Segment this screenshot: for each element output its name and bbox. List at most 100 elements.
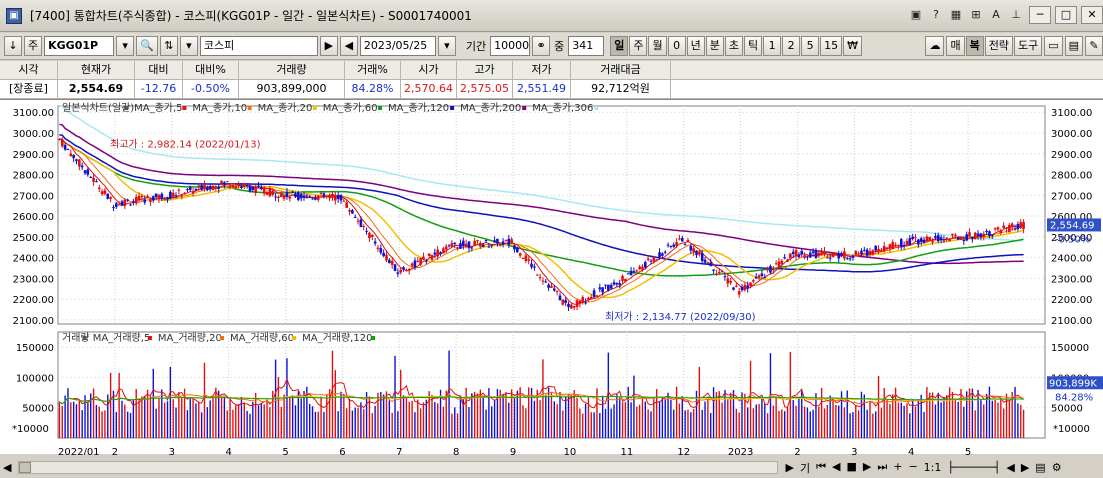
folder-icon[interactable]: ▭	[1044, 36, 1063, 56]
right-toolbar-button[interactable]: 도구	[1013, 36, 1043, 56]
right-toolbar-button[interactable]: 전략	[984, 36, 1013, 56]
code-input[interactable]: KGG01P	[44, 36, 115, 56]
candle-body	[223, 182, 226, 185]
close-button[interactable]: ✕	[1081, 6, 1103, 24]
chart-svg[interactable]: 3100.00 3100.00 3000.00 3000.00 2900.00 2900.…	[0, 100, 1103, 458]
stock-name-field[interactable]: 코스피	[199, 36, 318, 56]
current-volume-tag	[1047, 376, 1103, 390]
list-dropdown-icon[interactable]: ▾	[179, 36, 198, 56]
chart-area[interactable]: 3100.00 3100.00 3000.00 3000.00 2900.00 2900.…	[0, 99, 1103, 458]
tree-icon[interactable]: ⊞	[971, 8, 981, 21]
count-input[interactable]: 341	[568, 36, 605, 56]
candle-body	[598, 287, 602, 290]
maximize-button[interactable]: □	[1055, 6, 1077, 24]
market-button[interactable]: 주	[24, 36, 43, 56]
interval-button[interactable]: 년	[686, 36, 705, 56]
search-icon[interactable]: 🔍	[136, 36, 158, 56]
candle-body	[66, 149, 70, 151]
candle-body	[820, 251, 823, 255]
horizontal-scrollbar[interactable]	[18, 461, 778, 474]
volume-legend-item: MA_거래량,60	[230, 332, 294, 344]
nav-button[interactable]: −	[908, 459, 918, 473]
candle-body	[282, 195, 286, 199]
nav-button[interactable]: ⏭	[877, 459, 888, 473]
date-input[interactable]: 2023/05/25	[359, 36, 436, 56]
candle-body	[638, 266, 641, 270]
candle-body	[899, 239, 903, 248]
cloud-icon[interactable]: ☁	[925, 36, 945, 56]
candle-body	[934, 235, 937, 238]
interval-button[interactable]: 1	[763, 36, 782, 56]
nav-button[interactable]: ■	[846, 459, 857, 473]
nav-button[interactable]: ⏮	[816, 459, 826, 473]
interval-button[interactable]: 15	[820, 36, 843, 56]
candle-body	[877, 248, 880, 252]
date-dropdown-icon[interactable]: ▾	[437, 36, 456, 56]
scroll-end-right-icon[interactable]: ▶	[1020, 461, 1030, 474]
link-icon[interactable]: ⚭	[532, 36, 551, 56]
candle-body	[780, 260, 784, 264]
scroll-right-icon[interactable]: ▶	[785, 461, 794, 474]
quote-value-cell: -0.50%	[183, 80, 239, 98]
interval-button[interactable]: 2	[782, 36, 801, 56]
quote-header-cell: 거래%	[345, 61, 401, 79]
prev-button[interactable]: ◀	[339, 36, 358, 56]
right-toolbar-button[interactable]: 매	[946, 36, 965, 56]
candle-body	[63, 144, 67, 150]
candle-body	[1010, 223, 1014, 228]
interval-button[interactable]: 초	[724, 36, 743, 56]
minimize-button[interactable]: ─	[1029, 6, 1051, 24]
candle-body	[262, 188, 266, 194]
interval-button[interactable]: 주	[629, 36, 648, 56]
interval-button[interactable]: 월	[648, 36, 667, 56]
interval-button[interactable]: 0	[667, 36, 686, 56]
next-button[interactable]: ▶	[319, 36, 338, 56]
pin-icon[interactable]: ⊥	[1011, 8, 1021, 21]
settings-icon[interactable]: ✎	[1085, 36, 1103, 56]
right-toolbar-button[interactable]: 복	[965, 36, 984, 56]
candle-body	[786, 259, 789, 262]
candle-body	[717, 271, 721, 273]
interval-button[interactable]: 5	[801, 36, 820, 56]
interval-button[interactable]: 틱	[743, 36, 763, 56]
scroll-left-icon[interactable]: ◀	[3, 461, 12, 474]
candle-body	[336, 194, 340, 200]
nav-button[interactable]: +	[893, 459, 903, 473]
grid-icon[interactable]: ▦	[950, 8, 962, 21]
font-icon[interactable]: A	[992, 8, 1000, 21]
candle-body	[564, 300, 567, 303]
candle-body	[83, 170, 87, 174]
candle-body	[476, 240, 479, 242]
window-title: [7400] 통합차트(주식종합) - 코스피(KGG01P - 일간 - 일본…	[30, 9, 472, 23]
config-icon[interactable]: ⚙	[1051, 461, 1062, 474]
scroll-thumb[interactable]	[19, 462, 31, 473]
scroll-end-left-icon[interactable]: ◀	[1006, 461, 1015, 474]
candle-body	[990, 234, 994, 236]
period-input[interactable]: 10000	[490, 36, 531, 56]
nav-button[interactable]: ◀	[831, 459, 841, 473]
candle-body	[58, 138, 61, 140]
interval-button[interactable]: 일	[610, 36, 629, 56]
vol-tick-left: 50000	[22, 404, 54, 415]
x-tick: 3	[169, 447, 175, 455]
quote-header-cell: 거래량	[239, 61, 345, 79]
candle-body	[954, 234, 957, 236]
nav-button[interactable]: ▶	[862, 459, 872, 473]
candle-body	[436, 249, 439, 257]
print-icon[interactable]: ▤	[1035, 461, 1046, 474]
vol-tick-left: 150000	[16, 343, 54, 354]
interval-button[interactable]: ₩	[843, 36, 862, 56]
help-icon[interactable]: ?	[933, 8, 939, 21]
candle-body	[973, 232, 977, 240]
code-dropdown-icon[interactable]: ▾	[116, 36, 135, 56]
nav-button[interactable]: 기	[799, 461, 811, 475]
save-icon[interactable]: ▤	[1064, 36, 1083, 56]
arrow-down-button[interactable]: ↓	[4, 36, 22, 56]
ma200-line	[59, 123, 1024, 265]
zoom-slider[interactable]: ├──────┤	[947, 461, 1001, 474]
image-icon[interactable]: ▣	[910, 8, 922, 21]
candle-body	[712, 269, 715, 271]
interval-button[interactable]: 분	[705, 36, 724, 56]
candle-body	[200, 185, 203, 190]
sort-icon[interactable]: ⇅	[159, 36, 178, 56]
